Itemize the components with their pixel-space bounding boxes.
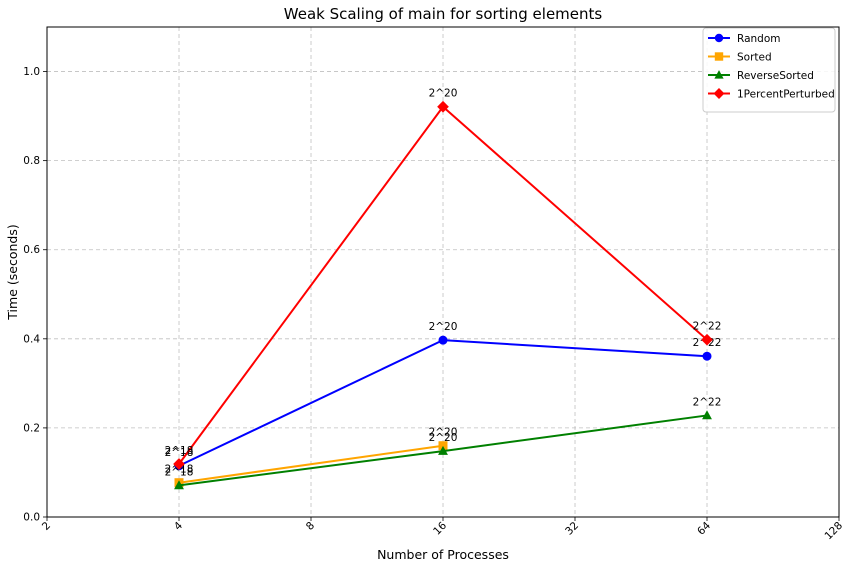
x-tick-label: 4	[172, 519, 185, 532]
data-point-triangle	[714, 70, 724, 79]
y-tick-label: 0.8	[23, 155, 40, 167]
legend-box	[702, 27, 836, 113]
y-tick-label: 0.0	[23, 512, 40, 524]
data-label: 2^20	[429, 88, 458, 100]
x-tick-label: 8	[304, 520, 317, 533]
y-tick-label: 0.6	[23, 244, 40, 256]
data-label: 2^20	[429, 321, 458, 333]
data-label: 2^22	[693, 396, 722, 408]
legend-label: ReverseSorted	[737, 70, 814, 82]
data-label: 2^20	[429, 427, 458, 439]
x-tick-label: 32	[563, 520, 581, 538]
y-axis-label: Time (seconds)	[5, 224, 20, 320]
series-reversesorted: 2^18 2^20 2^22	[165, 396, 722, 490]
y-axis: 0.0 0.2 0.4 0.6 0.8 1.0	[23, 66, 47, 524]
x-tick-label: 64	[695, 519, 713, 537]
y-tick-label: 0.4	[23, 333, 40, 345]
legend-item-random: Random	[708, 33, 780, 45]
chart-title: Weak Scaling of main for sorting element…	[284, 5, 603, 23]
data-point-circle	[702, 351, 712, 361]
data-point-diamond	[713, 88, 725, 99]
data-label: 2^18	[165, 445, 194, 457]
x-tick-label: 2	[40, 520, 53, 533]
series-1percentperturbed: 2^18 2^20 2^22	[165, 88, 722, 470]
data-point-diamond	[173, 458, 185, 470]
data-point-diamond	[701, 333, 713, 346]
data-point-circle	[438, 335, 448, 345]
data-point-diamond	[437, 100, 449, 113]
data-point-triangle	[438, 445, 448, 455]
series-line	[178, 444, 444, 484]
x-tick-label: 16	[431, 519, 449, 537]
data-point-triangle	[174, 480, 184, 490]
data-point-triangle	[702, 410, 712, 420]
legend-item-reversesorted: ReverseSorted	[708, 70, 814, 82]
series-layer: 2^182^202^222^182^202^182^202^222^182^20…	[165, 88, 722, 490]
x-axis: 2 4 8 16 32 64 128	[40, 517, 845, 542]
legend-label: Random	[737, 33, 780, 45]
data-point-square	[438, 441, 448, 451]
x-axis-label: Number of Processes	[377, 547, 509, 562]
legend: Random Sorted ReverseSorted 1PercentPerturb…	[702, 27, 836, 113]
legend-item-1percentperturbed: 1PercentPerturbed	[708, 88, 835, 100]
data-label: 2^22	[693, 321, 722, 333]
x-tick-label: 128	[822, 520, 845, 543]
legend-label: Sorted	[737, 51, 772, 63]
data-label: 2^20	[429, 432, 458, 444]
series-sorted: 2^18 2^20	[165, 427, 458, 488]
legend-label: 1PercentPerturbed	[737, 88, 835, 100]
data-point-circle	[714, 33, 724, 43]
data-label: 2^18	[165, 466, 194, 478]
legend-item-sorted: Sorted	[708, 51, 772, 63]
y-tick-label: 0.2	[23, 422, 40, 434]
y-tick-label: 1.0	[23, 66, 40, 78]
data-point-square	[714, 52, 724, 61]
